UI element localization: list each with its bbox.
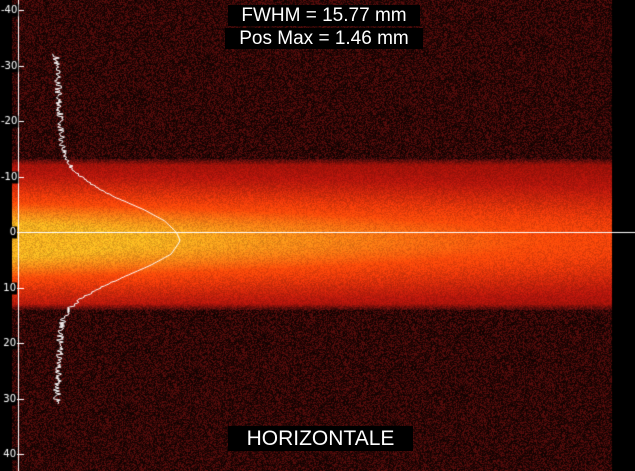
fwhm-readout: FWHM = 15.77 mm [228, 5, 420, 26]
pos-max-readout: Pos Max = 1.46 mm [225, 28, 423, 49]
view-label: HORIZONTALE [228, 426, 413, 451]
